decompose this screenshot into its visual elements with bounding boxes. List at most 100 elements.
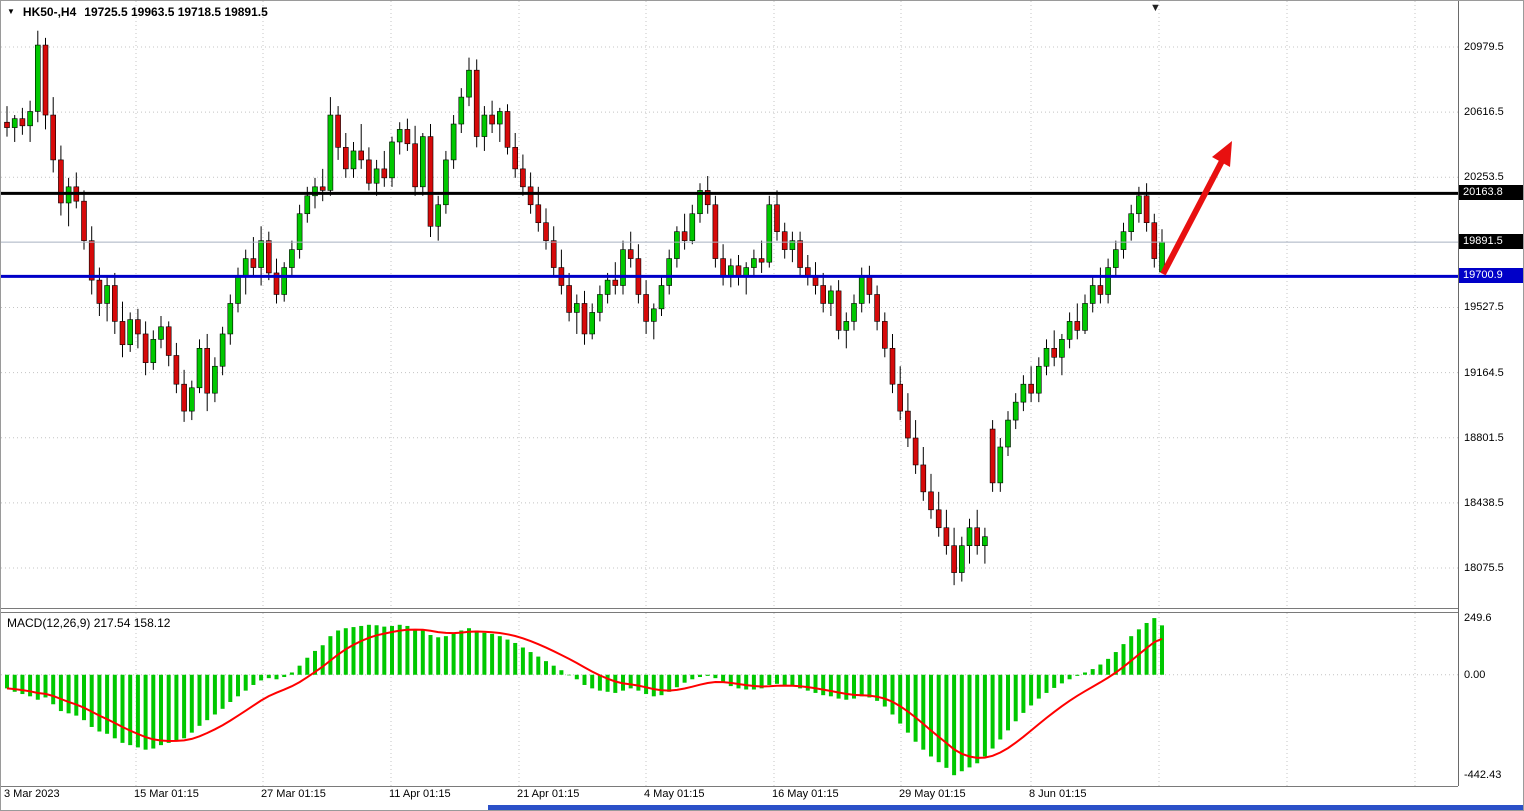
candle xyxy=(50,114,57,161)
macd-bar xyxy=(1136,629,1141,675)
price-tick-label: 20616.5 xyxy=(1464,106,1504,119)
candle xyxy=(866,276,873,295)
candle xyxy=(265,240,272,274)
macd-bar xyxy=(982,674,987,757)
macd-signal-line xyxy=(6,628,1163,759)
candle xyxy=(550,240,557,268)
macd-bar xyxy=(913,674,918,742)
candle xyxy=(1120,231,1127,250)
macd-bar xyxy=(251,674,256,685)
candle xyxy=(597,294,603,313)
candle xyxy=(212,365,218,394)
candle xyxy=(227,303,234,335)
candle xyxy=(281,267,288,295)
macd-bar xyxy=(751,674,756,690)
candle xyxy=(88,240,95,281)
macd-bar xyxy=(882,674,887,707)
candle xyxy=(789,240,796,250)
candle xyxy=(920,464,927,493)
candle xyxy=(835,290,842,331)
macd-bar xyxy=(490,633,495,675)
candle xyxy=(989,428,996,484)
macd-bar xyxy=(875,674,880,701)
macd-bar xyxy=(266,674,271,679)
macd-bar xyxy=(551,665,556,675)
macd-bar xyxy=(66,674,71,714)
macd-bar xyxy=(952,674,957,776)
macd-bar xyxy=(174,674,179,741)
macd-bar xyxy=(674,674,679,688)
macd-bar xyxy=(1160,625,1164,675)
macd-bar xyxy=(1029,674,1034,706)
macd-bar xyxy=(366,624,371,675)
candle xyxy=(58,159,64,204)
macd-bar xyxy=(567,674,572,676)
candle xyxy=(258,240,264,268)
price-pane[interactable]: ▼ HK50-,H4 19725.5 19963.5 19718.5 19891… xyxy=(1,1,1458,609)
macd-bar xyxy=(698,674,702,678)
macd-bar xyxy=(513,642,518,675)
macd-bar xyxy=(890,674,895,715)
macd-bar xyxy=(744,674,749,690)
candle xyxy=(235,276,241,304)
symbol-period-label: HK50-,H4 xyxy=(22,5,77,19)
time-label: 4 May 01:15 xyxy=(644,788,705,800)
candle xyxy=(473,69,480,137)
candle xyxy=(974,527,981,546)
macd-bar xyxy=(197,674,202,726)
macd-bar xyxy=(736,674,741,689)
candle xyxy=(1043,348,1050,367)
candle xyxy=(373,168,380,184)
macd-bar xyxy=(1059,674,1064,684)
candle xyxy=(150,339,157,363)
macd-bar xyxy=(828,674,833,697)
scrollbar[interactable] xyxy=(488,805,1523,810)
candle xyxy=(34,44,41,112)
candle xyxy=(158,326,164,340)
candle xyxy=(627,249,634,259)
macd-bar xyxy=(112,674,117,739)
macd-bar xyxy=(636,674,641,691)
macd-bar xyxy=(120,674,125,743)
candle xyxy=(342,147,349,170)
macd-bar xyxy=(212,674,217,715)
macd-bar xyxy=(459,630,464,675)
macd-bar xyxy=(82,674,86,721)
macd-bar xyxy=(644,674,649,695)
candle xyxy=(127,319,133,346)
candle xyxy=(912,437,919,466)
macd-pane[interactable]: MACD(12,26,9) 217.54 158.12 xyxy=(1,612,1458,787)
macd-bar xyxy=(397,624,402,675)
macd-bar xyxy=(597,674,602,691)
chart-shift-icon[interactable]: ▼ xyxy=(1150,2,1161,14)
macd-bar xyxy=(728,674,733,687)
time-axis[interactable]: 3 Mar 2023 15 Mar 01:15 27 Mar 01:15 11 Apr… xyxy=(1,787,1458,805)
candle xyxy=(135,319,141,335)
candle xyxy=(674,231,680,259)
candle xyxy=(481,114,488,137)
candle xyxy=(958,545,965,573)
candle xyxy=(928,491,934,511)
candle xyxy=(751,258,757,268)
candle xyxy=(1113,249,1119,268)
macd-bar xyxy=(51,674,56,705)
macd-bar xyxy=(282,674,287,678)
candle xyxy=(1105,267,1111,295)
time-label: 27 Mar 01:15 xyxy=(261,788,326,800)
candle xyxy=(296,213,303,250)
macd-bar xyxy=(790,674,795,687)
candle xyxy=(119,321,126,346)
macd-bar xyxy=(528,652,533,675)
price-axis[interactable]: 20163.8 19891.5 19700.9 20979.5 20616.5 20253… xyxy=(1458,1,1523,786)
macd-bar xyxy=(497,636,502,675)
candle xyxy=(781,231,788,250)
macd-bar xyxy=(1036,674,1041,699)
candle xyxy=(689,213,696,241)
macd-bar xyxy=(189,674,194,733)
candle xyxy=(581,303,588,335)
candle xyxy=(943,527,950,546)
candle xyxy=(1097,285,1104,295)
macd-bar xyxy=(482,632,487,675)
macd-bar xyxy=(1006,674,1010,731)
candle xyxy=(589,312,596,335)
